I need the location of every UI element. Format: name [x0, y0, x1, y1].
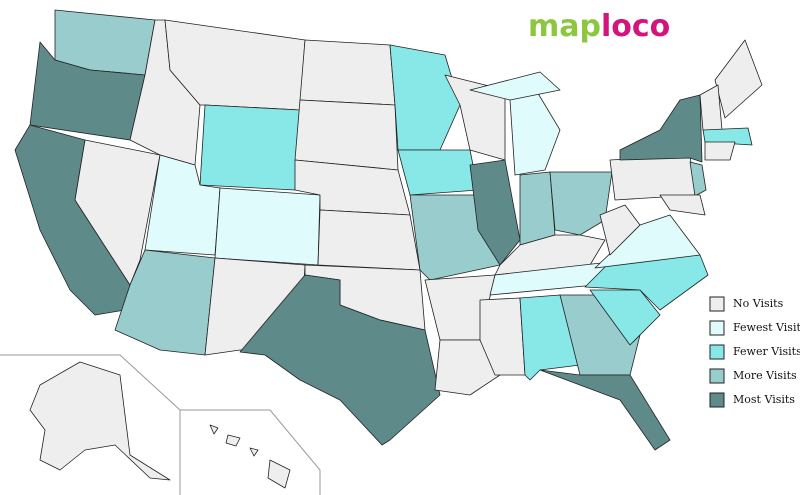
state — [519, 171, 556, 246]
state — [397, 149, 479, 196]
state — [539, 369, 671, 451]
legend-swatch — [709, 344, 725, 360]
hawaii — [225, 434, 241, 447]
state — [294, 99, 399, 171]
legend: No Visits Fewest Visits Fewer Visits More V… — [709, 296, 800, 408]
legend-swatch — [709, 296, 725, 312]
state — [434, 339, 501, 396]
state — [469, 71, 561, 101]
inset-border — [180, 409, 321, 495]
legend-swatch — [709, 368, 725, 384]
state — [199, 104, 301, 191]
legend-label: Fewer Visits — [733, 345, 800, 358]
state — [702, 127, 753, 146]
logo: maploco — [528, 9, 670, 44]
state — [704, 141, 736, 161]
hawaii — [209, 424, 219, 435]
state — [549, 171, 613, 236]
legend-label: More Visits — [733, 369, 797, 382]
hawaii — [267, 459, 291, 489]
state — [619, 94, 703, 163]
legend-swatch — [709, 320, 725, 336]
state — [714, 39, 763, 119]
states — [14, 9, 763, 451]
state — [479, 297, 526, 376]
state — [599, 204, 641, 256]
hawaii — [249, 447, 259, 457]
logo-part: loco — [601, 9, 670, 44]
state — [589, 289, 661, 346]
logo-part: map — [528, 9, 601, 44]
state — [299, 39, 396, 106]
legend-label: Most Visits — [733, 393, 795, 406]
legend-swatch — [709, 392, 725, 408]
state — [239, 274, 441, 446]
legend-label: No Visits — [733, 297, 784, 310]
state — [689, 161, 707, 197]
state — [609, 154, 696, 201]
state — [659, 194, 706, 216]
state — [469, 159, 521, 266]
alaska — [29, 361, 171, 481]
state — [317, 209, 421, 271]
insets — [0, 354, 321, 495]
legend-label: Fewest Visits — [733, 321, 800, 334]
state — [214, 187, 321, 266]
inset-border — [0, 354, 181, 495]
